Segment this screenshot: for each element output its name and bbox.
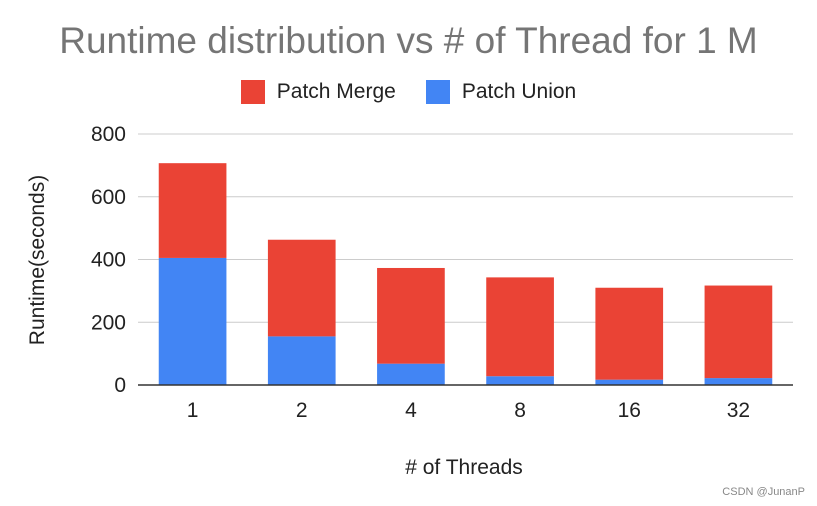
legend-swatch-patch-union: [425, 80, 450, 104]
x-tick-label-2: 2: [296, 399, 308, 422]
bar-patch-union-16: [595, 379, 664, 385]
watermark: CSDN @JunanP: [722, 486, 805, 498]
legend-swatch-patch-merge: [240, 80, 265, 104]
x-axis-label: # of Threads: [405, 456, 523, 479]
bar-patch-merge-1: [158, 163, 227, 258]
bar-patch-merge-2: [267, 239, 336, 337]
y-axis-label: Runtime(seconds): [26, 175, 49, 345]
bar-patch-merge-32: [704, 285, 773, 379]
x-tick-label-32: 32: [727, 399, 750, 422]
bar-patch-union-8: [486, 376, 554, 385]
bar-layer: [158, 163, 773, 385]
grid-layer: [138, 133, 793, 323]
bar-patch-union-2: [267, 336, 336, 385]
y-tick-label-0: 0: [114, 374, 126, 397]
y-tick-label-600: 600: [91, 186, 126, 209]
bar-patch-union-1: [158, 257, 227, 385]
legend-label-patch-union: Patch Union: [461, 80, 577, 103]
legend-item-patch-union: Patch Union: [425, 80, 577, 104]
chart-title: Runtime distribution vs # of Thread for …: [59, 20, 758, 61]
x-tick-label-16: 16: [618, 399, 641, 422]
bar-patch-merge-8: [486, 277, 554, 377]
y-tick-label-200: 200: [91, 311, 126, 334]
legend-label-patch-merge: Patch Merge: [276, 80, 396, 103]
x-tick-label-1: 1: [187, 399, 199, 422]
axis-layer: 0 200 400 600 800 1 2 4 8 16 32: [91, 123, 793, 422]
bar-patch-union-4: [377, 363, 445, 385]
x-tick-label-8: 8: [514, 399, 526, 422]
bar-patch-merge-16: [595, 287, 664, 380]
y-tick-label-800: 800: [91, 123, 126, 146]
x-tick-label-4: 4: [405, 399, 417, 422]
legend: Patch Merge Patch Union: [0, 80, 817, 104]
y-tick-label-400: 400: [91, 249, 126, 272]
legend-item-patch-merge: Patch Merge: [240, 80, 396, 104]
bar-patch-merge-4: [377, 267, 445, 364]
bar-patch-union-32: [704, 378, 773, 385]
